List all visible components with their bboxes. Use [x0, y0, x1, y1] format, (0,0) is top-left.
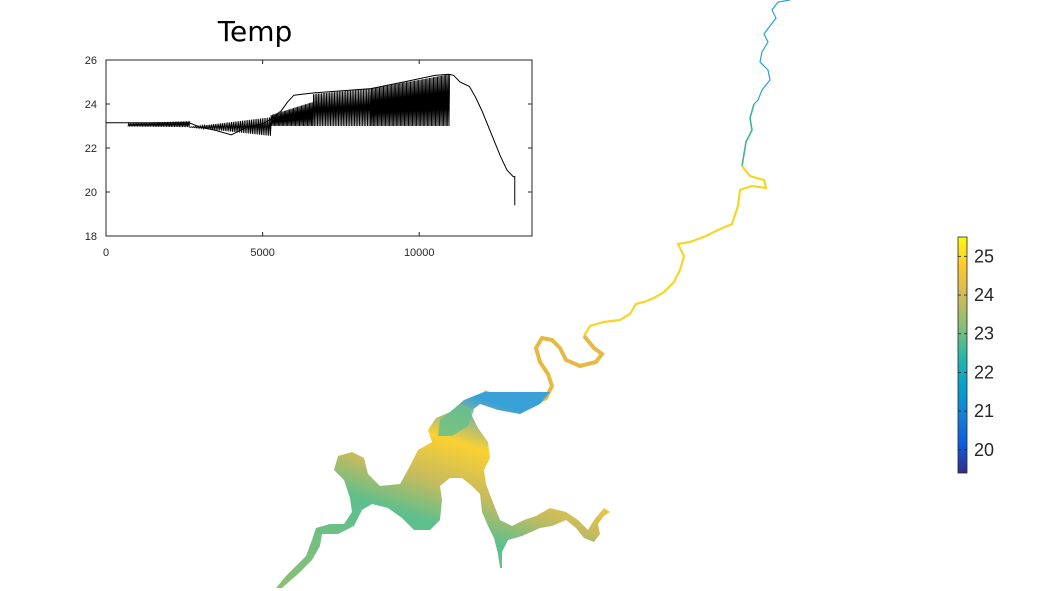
- y-tick-label: 22: [85, 143, 97, 155]
- band-segment: [270, 101, 314, 127]
- x-tick-label: 10000: [404, 247, 435, 259]
- y-tick-label: 20: [85, 187, 97, 199]
- colorbar-tick-label: 24: [974, 285, 994, 305]
- colorbar-gradient: [957, 236, 968, 474]
- y-tick-label: 24: [85, 99, 97, 111]
- x-tick-label: 0: [103, 247, 109, 259]
- band-segment: [189, 117, 272, 136]
- chart-title: Temp: [217, 15, 293, 48]
- river-upper-teal: [741, 103, 755, 167]
- colorbar-tick-label: 21: [974, 401, 994, 421]
- temperature-map: [276, 0, 791, 588]
- colorbar-ticks: 20 21 22 23 24 25: [958, 246, 994, 460]
- colorbar-tick-label: 23: [974, 324, 994, 344]
- temp-inset-chart: Temp 0 5000 10000 18 20 22 24 26: [85, 15, 533, 259]
- plot-frame: [105, 59, 533, 237]
- series-oscillation-band: [127, 74, 451, 136]
- colorbar: 20 21 22 23 24 25: [957, 236, 994, 474]
- band-segment: [127, 121, 191, 128]
- x-axis-ticks: 0 5000 10000: [103, 60, 435, 259]
- colorbar-tick-label: 22: [974, 362, 994, 382]
- series-line: [106, 73, 516, 206]
- colorbar-tick-label: 25: [974, 246, 994, 266]
- band-segment: [370, 74, 451, 127]
- river-middle-yellow: [583, 165, 768, 337]
- y-tick-label: 18: [85, 231, 97, 243]
- x-tick-label: 5000: [250, 247, 274, 259]
- y-tick-label: 26: [85, 55, 97, 67]
- band-segment: [312, 88, 372, 127]
- y-axis-ticks: 18 20 22 24 26: [85, 55, 532, 243]
- estuary-bay-patch: [438, 404, 474, 436]
- colorbar-tick-label: 20: [974, 440, 994, 460]
- river-upper-blue: [753, 0, 791, 105]
